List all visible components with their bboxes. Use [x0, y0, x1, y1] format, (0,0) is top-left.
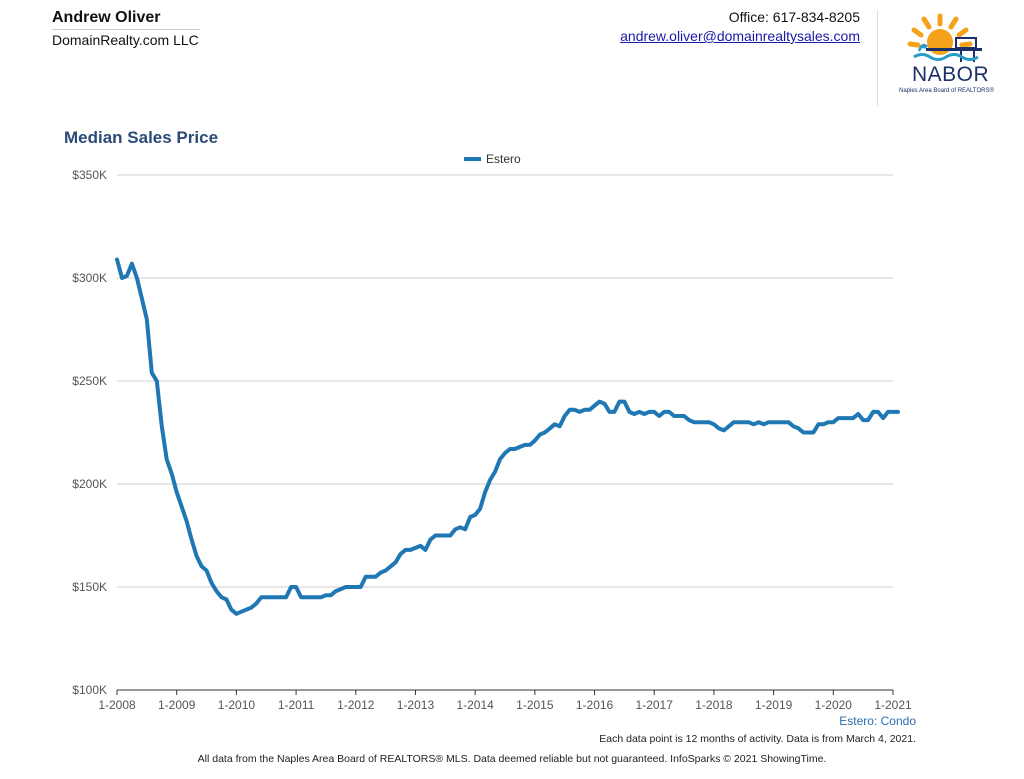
x-tick-label: 1-2018	[695, 698, 733, 712]
email-link[interactable]: andrew.oliver@domainrealtysales.com	[620, 28, 860, 44]
logo-wordmark: NABOR	[912, 63, 990, 86]
x-tick-label: 1-2017	[636, 698, 674, 712]
x-tick-label: 1-2010	[218, 698, 256, 712]
header-divider	[877, 10, 878, 106]
legend-label: Estero	[486, 152, 521, 166]
logo-subtitle: Naples Area Board of REALTORS®	[899, 88, 994, 94]
x-tick-label: 1-2013	[397, 698, 435, 712]
x-tick-label: 1-2011	[278, 698, 315, 712]
x-tick-label: 1-2015	[516, 698, 554, 712]
x-tick-label: 1-2021	[874, 698, 912, 712]
chart-title: Median Sales Price	[64, 128, 219, 147]
wave-icon	[913, 53, 979, 61]
y-tick-label: $100K	[72, 683, 107, 697]
data-note: Each data point is 12 months of activity…	[599, 733, 916, 745]
y-tick-label: $300K	[72, 271, 107, 285]
y-tick-label: $350K	[72, 168, 107, 182]
x-tick-label: 1-2012	[337, 698, 375, 712]
y-tick-label: $150K	[72, 580, 107, 594]
x-tick-label: 1-2020	[815, 698, 853, 712]
x-tick-label: 1-2014	[456, 698, 494, 712]
footer-disclaimer: All data from the Naples Area Board of R…	[197, 753, 827, 765]
x-tick-label: 1-2019	[755, 698, 793, 712]
x-tick-label: 1-2009	[158, 698, 196, 712]
nabor-logo	[907, 13, 982, 62]
series-line-estero	[115, 257, 900, 616]
y-tick-label: $250K	[72, 374, 107, 388]
series-caption: Estero: Condo	[839, 714, 916, 728]
agent-divider	[52, 29, 200, 30]
agent-company: DomainRealty.com LLC	[52, 32, 199, 48]
x-tick-label: 1-2008	[98, 698, 136, 712]
office-phone: Office: 617-834-8205	[728, 9, 860, 25]
agent-name: Andrew Oliver	[52, 9, 161, 26]
y-tick-label: $200K	[72, 477, 107, 491]
x-tick-label: 1-2016	[576, 698, 614, 712]
